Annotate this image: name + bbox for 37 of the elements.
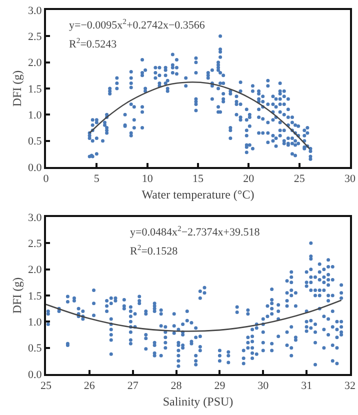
y-tick-label: 3.0 bbox=[28, 4, 42, 17]
y-tick-label: 1.5 bbox=[28, 290, 42, 302]
y-tick-label: 2.0 bbox=[28, 264, 42, 276]
x-tick-label: 32 bbox=[344, 380, 356, 392]
x-tick-label: 25 bbox=[40, 380, 52, 392]
x-tick-label: 5 bbox=[94, 173, 100, 186]
x-tick-label: 10 bbox=[142, 173, 154, 186]
x-tick-label: 0 bbox=[43, 173, 50, 186]
x-tick-label: 20 bbox=[243, 173, 255, 186]
y-tick-label: 1.0 bbox=[28, 110, 42, 122]
annotation: y=0.0484x$^{2}$−2.7374x+39.518 bbox=[130, 224, 260, 239]
x-axis-title: Salinity (PSU) bbox=[162, 394, 234, 409]
y-tick-label: 1.0 bbox=[28, 316, 42, 329]
y-tick-label: 0.0 bbox=[28, 162, 42, 174]
y-tick-label: 3.0 bbox=[28, 212, 42, 224]
y-tick-label: 0.0 bbox=[28, 368, 42, 381]
annotation: R$^{2}$=0.1528 bbox=[130, 243, 178, 258]
annotation: R$^{2}$=0.5243 bbox=[69, 36, 118, 51]
y-axis-title: DFI (g) bbox=[10, 70, 24, 107]
y-tick-label: 2.5 bbox=[28, 31, 42, 44]
x-tick-label: 29 bbox=[214, 380, 226, 392]
x-tick-label: 30 bbox=[344, 173, 356, 186]
x-tick-label: 15 bbox=[192, 173, 204, 186]
x-tick-label: 28 bbox=[170, 380, 182, 392]
x-tick-label: 26 bbox=[84, 380, 96, 392]
y-tick-label: 2.5 bbox=[28, 238, 42, 250]
y-tick-label: 0.5 bbox=[28, 136, 42, 148]
y-tick-label: 1.5 bbox=[28, 83, 42, 96]
x-tick-label: 27 bbox=[127, 380, 139, 392]
x-tick-label: 30 bbox=[258, 380, 270, 392]
x-tick-label: 31 bbox=[301, 380, 312, 392]
x-axis-title: Water temperature (°C) bbox=[142, 188, 254, 202]
y-tick-label: 0.5 bbox=[28, 342, 42, 355]
y-axis-title: DFI (g) bbox=[10, 277, 24, 314]
x-tick-label: 25 bbox=[294, 173, 306, 186]
annotation: y=−0.0095x$^{2}$+0.2742x−0.3566 bbox=[69, 17, 206, 32]
y-tick-label: 2.0 bbox=[28, 57, 42, 70]
